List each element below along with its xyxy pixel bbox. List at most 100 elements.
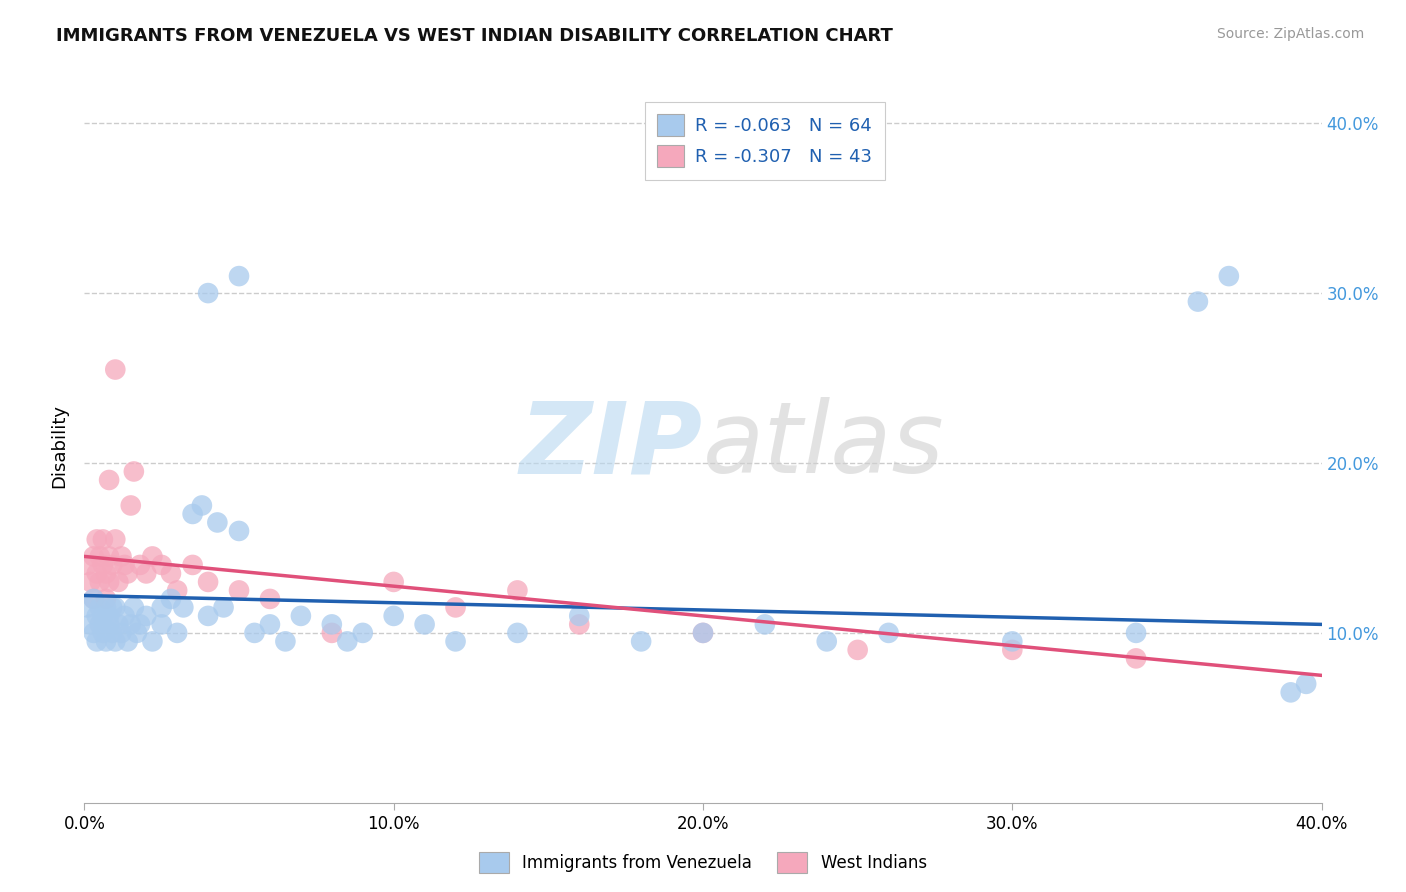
Point	[83, 591, 105, 606]
Point	[259, 617, 281, 632]
Point	[321, 617, 343, 632]
Point	[135, 608, 157, 623]
Point	[1001, 634, 1024, 648]
Point	[1125, 651, 1147, 665]
Point	[191, 499, 214, 513]
Legend: R = -0.063   N = 64, R = -0.307   N = 43: R = -0.063 N = 64, R = -0.307 N = 43	[645, 102, 884, 180]
Point	[181, 507, 204, 521]
Point	[104, 634, 127, 648]
Point	[150, 600, 173, 615]
Point	[815, 634, 838, 648]
Point	[243, 626, 266, 640]
Point	[86, 533, 108, 547]
Point	[117, 634, 139, 648]
Point	[444, 600, 467, 615]
Point	[444, 634, 467, 648]
Text: atlas: atlas	[703, 398, 945, 494]
Point	[181, 558, 204, 572]
Point	[135, 566, 157, 581]
Point	[321, 626, 343, 640]
Point	[166, 583, 188, 598]
Point	[125, 626, 148, 640]
Point	[172, 600, 194, 615]
Point	[98, 549, 121, 564]
Point	[212, 600, 235, 615]
Point	[79, 574, 101, 589]
Point	[98, 617, 121, 632]
Point	[91, 626, 114, 640]
Text: ZIP: ZIP	[520, 398, 703, 494]
Point	[259, 591, 281, 606]
Point	[101, 626, 124, 640]
Point	[1279, 685, 1302, 699]
Point	[79, 617, 101, 632]
Point	[83, 591, 105, 606]
Text: IMMIGRANTS FROM VENEZUELA VS WEST INDIAN DISABILITY CORRELATION CHART: IMMIGRANTS FROM VENEZUELA VS WEST INDIAN…	[56, 27, 893, 45]
Point	[129, 558, 152, 572]
Point	[89, 617, 111, 632]
Y-axis label: Disability: Disability	[51, 404, 69, 488]
Point	[506, 626, 529, 640]
Point	[117, 566, 139, 581]
Point	[120, 617, 142, 632]
Point	[86, 608, 108, 623]
Point	[94, 600, 117, 615]
Point	[228, 269, 250, 284]
Point	[94, 634, 117, 648]
Point	[110, 626, 132, 640]
Point	[107, 617, 129, 632]
Point	[83, 549, 105, 564]
Point	[1125, 626, 1147, 640]
Point	[114, 608, 136, 623]
Point	[382, 608, 405, 623]
Point	[91, 558, 114, 572]
Point	[197, 286, 219, 301]
Point	[107, 574, 129, 589]
Point	[207, 516, 229, 530]
Point	[630, 634, 652, 648]
Text: Source: ZipAtlas.com: Source: ZipAtlas.com	[1216, 27, 1364, 41]
Point	[91, 533, 114, 547]
Point	[1001, 643, 1024, 657]
Point	[98, 574, 121, 589]
Point	[382, 574, 405, 589]
Point	[89, 574, 111, 589]
Point	[104, 600, 127, 615]
Point	[160, 591, 183, 606]
Point	[120, 499, 142, 513]
Point	[141, 549, 163, 564]
Point	[1218, 269, 1240, 284]
Point	[166, 626, 188, 640]
Legend: Immigrants from Venezuela, West Indians: Immigrants from Venezuela, West Indians	[472, 846, 934, 880]
Point	[86, 566, 108, 581]
Point	[94, 566, 117, 581]
Point	[754, 617, 776, 632]
Point	[1295, 677, 1317, 691]
Point	[94, 591, 117, 606]
Point	[76, 558, 98, 572]
Point	[91, 608, 114, 623]
Point	[413, 617, 436, 632]
Point	[274, 634, 297, 648]
Point	[846, 643, 869, 657]
Point	[150, 558, 173, 572]
Point	[228, 524, 250, 538]
Point	[692, 626, 714, 640]
Point	[83, 626, 105, 640]
Point	[98, 473, 121, 487]
Point	[197, 574, 219, 589]
Point	[110, 549, 132, 564]
Point	[98, 608, 121, 623]
Point	[568, 617, 591, 632]
Point	[101, 558, 124, 572]
Point	[89, 600, 111, 615]
Point	[150, 617, 173, 632]
Point	[122, 465, 145, 479]
Point	[141, 634, 163, 648]
Point	[76, 600, 98, 615]
Point	[160, 566, 183, 581]
Point	[228, 583, 250, 598]
Point	[122, 600, 145, 615]
Point	[290, 608, 312, 623]
Point	[129, 617, 152, 632]
